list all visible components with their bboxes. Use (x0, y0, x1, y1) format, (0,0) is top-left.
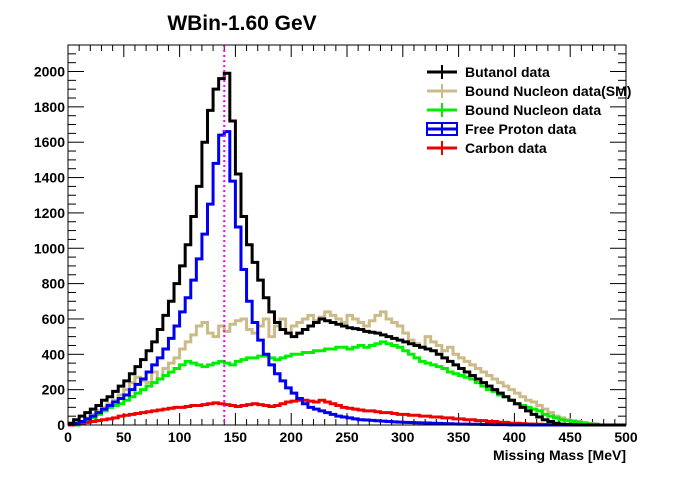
x-tick-label: 200 (280, 429, 304, 445)
x-tick-label: 100 (168, 429, 192, 445)
legend-label: Butanol data (465, 64, 550, 80)
x-tick-label: 400 (503, 429, 527, 445)
series-butanol-data (68, 71, 626, 427)
series-bound-nucleon-data (68, 340, 626, 427)
legend-label: Carbon data (465, 140, 547, 156)
x-tick-label: 300 (391, 429, 415, 445)
y-tick-label: 1600 (34, 134, 65, 150)
y-tick-label: 800 (42, 276, 66, 292)
series-free-proton-data (68, 130, 626, 427)
legend-label: Bound Nucleon data(SM) (465, 83, 631, 99)
x-axis-label: Missing Mass [MeV] (493, 447, 626, 463)
y-tick-label: 1800 (34, 99, 65, 115)
y-tick-label: 0 (57, 417, 65, 433)
y-tick-label: 1000 (34, 240, 65, 256)
x-tick-label: 350 (447, 429, 471, 445)
y-tick-label: 2000 (34, 64, 65, 80)
x-tick-label: 500 (614, 429, 638, 445)
legend-label: Bound Nucleon data (465, 102, 601, 118)
y-tick-label: 600 (42, 311, 66, 327)
x-tick-label: 50 (116, 429, 132, 445)
x-tick-label: 0 (64, 429, 72, 445)
series-layer (68, 45, 626, 427)
y-tick-label: 1200 (34, 205, 65, 221)
chart-title: WBin-1.60 GeV (167, 12, 316, 35)
x-tick-label: 150 (224, 429, 248, 445)
legend: Butanol data Bound Nucleon data(SM) Bound … (426, 64, 631, 156)
axes: 0 50 100 150 200 250 300 350 400 450 500 0 200 400 600… (34, 44, 638, 445)
x-tick-label: 450 (559, 429, 583, 445)
plot-frame (67, 44, 627, 426)
series-carbon-data (68, 398, 626, 427)
y-tick-label: 200 (42, 382, 66, 398)
y-tick-label: 1400 (34, 170, 65, 186)
y-tick-label: 400 (42, 346, 66, 362)
legend-label: Free Proton data (465, 121, 576, 137)
x-tick-label: 250 (335, 429, 359, 445)
